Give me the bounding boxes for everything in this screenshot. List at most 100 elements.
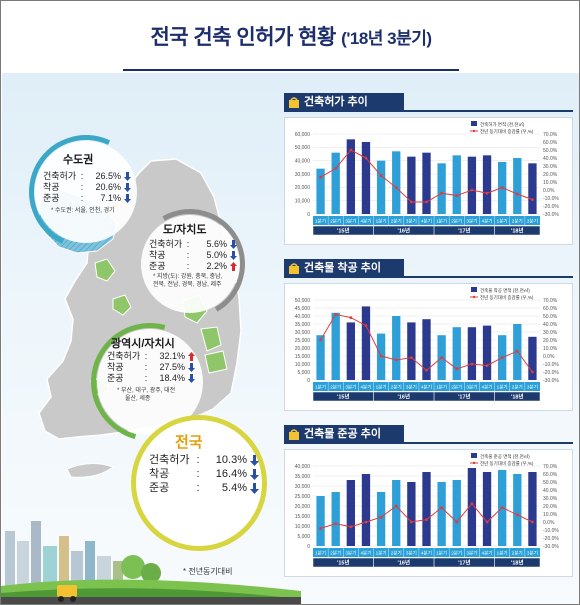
y-tick-label: 50,000 bbox=[295, 145, 311, 151]
rate-point bbox=[364, 156, 368, 160]
y2-tick-label: -30.0% bbox=[543, 212, 559, 218]
y2-tick-label: -20.0% bbox=[543, 536, 559, 542]
rate-point bbox=[349, 525, 353, 529]
stat-label: 준공 bbox=[149, 261, 166, 271]
rate-point bbox=[531, 198, 534, 201]
stat-row: 건축허가:10.3% bbox=[149, 453, 259, 467]
chart-title: 건축물 준공 추이 bbox=[304, 428, 381, 440]
chart-start: 건축물 착공 면적 (천,천㎡)전년 동기대비 증감률 (우,%) 0 5,000 1… bbox=[295, 287, 559, 402]
stat-row: 건축허가:5.6% bbox=[149, 239, 237, 250]
x-tick-label: 3분기 bbox=[527, 549, 538, 556]
x-tick-label: 3분기 bbox=[345, 217, 356, 224]
y2-tick-label: 60.0% bbox=[543, 140, 558, 146]
bar bbox=[528, 163, 537, 214]
y2-tick-label: 20.0% bbox=[543, 172, 558, 178]
down-arrow-icon bbox=[250, 468, 259, 480]
year-label: '16년 bbox=[398, 559, 411, 567]
rate-point bbox=[455, 194, 459, 197]
stat-label: 건축허가 bbox=[149, 239, 183, 249]
y-tick-label: 5,000 bbox=[297, 370, 310, 376]
x-tick-label: 2분기 bbox=[330, 217, 341, 224]
rate-point bbox=[425, 200, 428, 204]
chart-panel-permit: 건축허가 추이 건축허가 면적 (천,천㎡) 전년 동기대비 증감률 (우,%) 0… bbox=[284, 93, 573, 247]
y-tick-label: 0 bbox=[307, 378, 310, 384]
chart-title: 건축허가 추이 bbox=[304, 96, 368, 108]
y-tick-label: 25,000 bbox=[295, 338, 311, 344]
legend-label-line: 전년 동기대비 증감률 (우,%) bbox=[480, 128, 534, 135]
rate-point bbox=[334, 522, 338, 525]
region-note-metro: * 부산, 대구, 광주, 대전 울산, 세종 bbox=[117, 387, 175, 403]
bar bbox=[528, 336, 537, 380]
stat-label: 건축허가 bbox=[43, 171, 77, 181]
y-tick-label: 0 bbox=[307, 544, 310, 550]
legend-label-bar: 건축허가 면적 (천,천㎡) bbox=[480, 121, 525, 128]
stat-value: 10.3% bbox=[215, 454, 247, 466]
rate-point bbox=[349, 316, 353, 319]
bar bbox=[467, 327, 477, 380]
x-tick-label: 4분기 bbox=[421, 549, 432, 556]
y2-tick-label: 20.0% bbox=[543, 338, 558, 344]
metro-city-shape-5 bbox=[204, 350, 228, 374]
y2-tick-label: 30.0% bbox=[543, 330, 558, 336]
down-arrow-icon bbox=[124, 172, 131, 181]
year-label: '17년 bbox=[458, 559, 471, 567]
x-tick-label: 2분기 bbox=[391, 383, 402, 390]
y-tick-label: 15,000 bbox=[295, 354, 311, 360]
bag-icon bbox=[288, 428, 300, 447]
stat-value: 27.5% bbox=[159, 362, 185, 372]
y-tick-label: 10,000 bbox=[295, 362, 311, 368]
region-circle-province-bg bbox=[141, 215, 239, 313]
category-axis-band bbox=[313, 216, 540, 225]
region-name-capital: 수도권 bbox=[63, 154, 94, 166]
y2-tick-label: -10.0% bbox=[543, 196, 559, 202]
rate-point bbox=[485, 520, 489, 524]
rate-point bbox=[425, 518, 428, 521]
x-tick-label: 1분기 bbox=[497, 549, 508, 556]
rate-point bbox=[394, 358, 398, 362]
bar bbox=[331, 152, 340, 214]
x-tick-label: 1분기 bbox=[436, 217, 447, 224]
rate-point bbox=[440, 506, 444, 509]
stat-label: 착공 bbox=[149, 468, 170, 480]
y2-tick-label: 10.0% bbox=[543, 346, 558, 352]
chart-legend: 건축물 착공 면적 (천,천㎡)전년 동기대비 증감률 (우,%) bbox=[470, 287, 534, 301]
y-tick-label: 30,000 bbox=[295, 484, 311, 490]
y-tick-label: 35,000 bbox=[295, 322, 311, 328]
chart-title-rule bbox=[404, 442, 573, 444]
x-tick-label: 2분기 bbox=[391, 549, 402, 556]
x-tick-label: 2분기 bbox=[391, 217, 402, 224]
region-stats-national: 건축허가:10.3% 착공:16.4% 준공:5.4% bbox=[149, 453, 259, 495]
region-stats-province: 건축허가:5.6% 착공:5.0% 준공:2.2% bbox=[149, 239, 237, 272]
x-tick-label: 3분기 bbox=[406, 217, 417, 224]
bar bbox=[392, 316, 401, 380]
rate-point bbox=[409, 520, 413, 524]
bar bbox=[482, 325, 492, 380]
year-label: '16년 bbox=[398, 227, 411, 235]
y2-tick-label: 70.0% bbox=[543, 464, 558, 470]
rate-point bbox=[440, 191, 444, 195]
bar bbox=[331, 492, 340, 546]
note-line: * 부산, 대구, 광주, 대전 bbox=[117, 388, 176, 394]
rate-point bbox=[470, 502, 474, 505]
y2-tick-label: 40.0% bbox=[543, 156, 558, 162]
x-tick-label: 3분기 bbox=[406, 383, 417, 390]
down-arrow-icon bbox=[230, 251, 237, 260]
y2-tick-label: 0.0% bbox=[543, 188, 555, 194]
chart-legend: 건축허가 면적 (천,천㎡)전년 동기대비 증감률 (우,%) bbox=[470, 121, 534, 135]
stat-value: 16.4% bbox=[215, 468, 247, 480]
chart-title: 건축물 착공 추이 bbox=[304, 262, 381, 274]
x-tick-label: 1분기 bbox=[315, 383, 326, 390]
y2-tick-label: 10.0% bbox=[543, 180, 558, 186]
bar bbox=[346, 139, 355, 214]
region-circle-capital-bg bbox=[35, 141, 137, 243]
x-tick-label: 4분기 bbox=[360, 549, 371, 556]
y2-tick-label: 40.0% bbox=[543, 322, 558, 328]
stat-label: 건축허가 bbox=[107, 351, 141, 361]
region-stats-capital: 건축허가:26.5% 착공:20.6% 준공:7.1% bbox=[43, 171, 131, 204]
y2-tick-label: -10.0% bbox=[543, 362, 559, 368]
x-tick-label: 4분기 bbox=[482, 383, 493, 390]
y-tick-label: 35,000 bbox=[295, 474, 311, 480]
x-tick-label: 4분기 bbox=[421, 217, 432, 224]
rate-point bbox=[531, 370, 534, 374]
bar bbox=[361, 142, 371, 214]
